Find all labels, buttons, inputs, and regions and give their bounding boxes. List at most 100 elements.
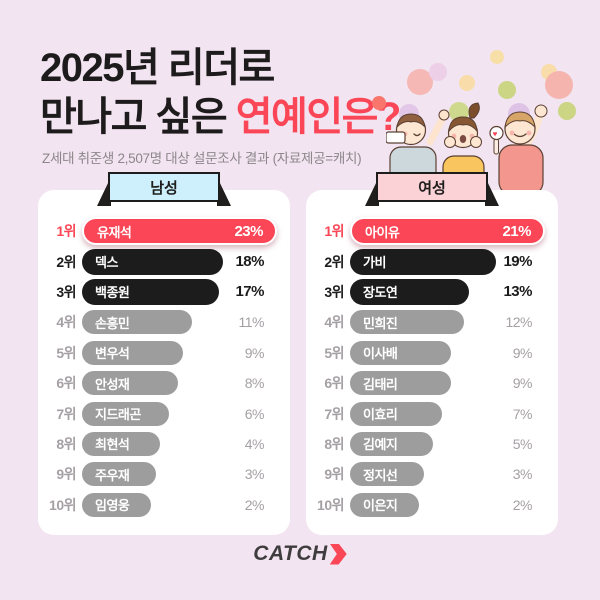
rank-label: 5위 (324, 344, 344, 361)
rank-label: 10위 (49, 496, 76, 513)
ranking-row: 10위 임영웅 2% (38, 490, 290, 520)
celebrity-name: 손흥민 (95, 315, 130, 331)
ranking-bar: 최현석 (82, 431, 160, 456)
rank-label: 5위 (56, 344, 76, 361)
percent-value: 18% (235, 253, 264, 271)
female-group-sign: 여성 (365, 172, 499, 206)
rank-label: 8위 (324, 435, 344, 452)
rank-label: 10위 (317, 496, 344, 513)
ranking-bar: 주우재 (82, 462, 156, 487)
celebrity-name: 아이유 (365, 224, 400, 240)
rank-label: 2위 (324, 253, 344, 270)
percent-value: 5% (512, 435, 533, 452)
ranking-bar: 정지선 (350, 462, 424, 487)
percent-value: 2% (512, 496, 533, 513)
rank-label: 4위 (56, 314, 76, 331)
ranking-bar: 민희진 (350, 310, 464, 335)
celebrity-name: 덱스 (95, 255, 118, 271)
ranking-row: 5위 변우석 9% (38, 338, 290, 368)
male-ranking-list: 1위 유재석 23% 2위 덱스 18% 3위 백종원 17% 4위 손흥민 11% 5위 변우석 9% 6위… (38, 216, 290, 520)
ranking-bar: 김태리 (350, 371, 451, 396)
celebrity-name: 김태리 (363, 376, 398, 392)
catch-logo-text: CATCH (253, 542, 328, 565)
ranking-row: 2위 가비 19% (306, 246, 558, 276)
catch-logo: CATCH (0, 542, 600, 566)
ranking-row: 5위 이사배 9% (306, 338, 558, 368)
rank-label: 3위 (56, 283, 76, 300)
percent-value: 23% (234, 222, 263, 240)
survey-subtitle: Z세대 취준생 2,507명 대상 설문조사 결과 (자료제공=캐치) (42, 151, 362, 166)
catch-arrow-icon (329, 543, 347, 565)
ranking-row: 6위 안성재 8% (38, 368, 290, 398)
ranking-row: 4위 민희진 12% (306, 307, 558, 337)
ranking-bar: 가비 (350, 248, 496, 275)
celebrity-name: 유재석 (97, 224, 132, 240)
ranking-panel-male: 남성 1위 유재석 23% 2위 덱스 18% 3위 백종원 17% 4위 손흥민 11% 5위 변우석 9… (38, 172, 290, 535)
confetti-dot (372, 96, 386, 110)
ranking-row: 2위 덱스 18% (38, 246, 290, 276)
ranking-row: 1위 아이유 21% (306, 216, 558, 246)
title-line2: 만나고 싶은 연예인은? (40, 95, 401, 139)
celebrity-name: 민희진 (363, 315, 398, 331)
svg-text:♥: ♥ (493, 130, 498, 139)
percent-value: 21% (502, 222, 531, 240)
celebrity-name: 안성재 (95, 376, 130, 392)
percent-value: 2% (244, 496, 265, 513)
celebrity-name: 가비 (363, 255, 386, 271)
celebrity-name: 백종원 (95, 285, 130, 301)
percent-value: 3% (512, 466, 533, 483)
heart-lightstick-icon: ♥ (489, 125, 504, 155)
ranking-row: 8위 최현석 4% (38, 429, 290, 459)
rank-label: 3위 (324, 283, 344, 300)
confetti-dot (407, 69, 433, 95)
ranking-bar: 이은지 (350, 492, 419, 517)
confetti-dot (545, 71, 573, 99)
female-sign-label: 여성 (376, 172, 488, 202)
percent-value: 12% (505, 314, 532, 331)
ranking-row: 6위 김태리 9% (306, 368, 558, 398)
ranking-row: 7위 이효리 7% (306, 398, 558, 428)
celebrity-name: 정지선 (363, 467, 398, 483)
ranking-bar: 유재석 23% (82, 217, 277, 246)
percent-value: 9% (244, 344, 265, 361)
male-group-sign: 남성 (97, 172, 231, 206)
ranking-bar: 이사배 (350, 340, 451, 365)
percent-value: 13% (503, 283, 532, 301)
celebrity-name: 장도연 (363, 285, 398, 301)
ranking-row: 10위 이은지 2% (306, 490, 558, 520)
rank-label: 9위 (324, 466, 344, 483)
ranking-row: 3위 백종원 17% (38, 277, 290, 307)
ranking-bar: 백종원 (82, 278, 219, 305)
ranking-panel-female: 여성 1위 아이유 21% 2위 가비 19% 3위 장도연 13% 4위 민희진 12% 5위 이사배 9… (306, 172, 558, 535)
ranking-bar: 아이유 21% (350, 217, 545, 246)
percent-value: 6% (244, 405, 265, 422)
celebrity-name: 임영웅 (95, 498, 130, 514)
rank-label: 7위 (324, 405, 344, 422)
celebrity-name: 주우재 (95, 467, 130, 483)
celebrity-name: 최현석 (95, 437, 130, 453)
ranking-bar: 덱스 (82, 248, 223, 275)
ranking-row: 3위 장도연 13% (306, 277, 558, 307)
percent-value: 11% (238, 314, 265, 331)
rank-label: 2위 (56, 253, 76, 270)
rank-label: 4위 (324, 314, 344, 331)
confetti-dot (429, 63, 447, 81)
rank-label: 7위 (56, 405, 76, 422)
percent-value: 9% (512, 375, 533, 392)
percent-value: 4% (244, 435, 265, 452)
page-title: 2025년 리더로 만나고 싶은 연예인은? (40, 44, 401, 142)
ranking-bar: 장도연 (350, 278, 469, 305)
celebrity-name: 이은지 (363, 498, 398, 514)
percent-value: 17% (235, 283, 264, 301)
ranking-bar: 이효리 (350, 401, 442, 426)
ranking-bar: 김예지 (350, 431, 433, 456)
ranking-row: 4위 손흥민 11% (38, 307, 290, 337)
ranking-bar: 안성재 (82, 371, 178, 396)
male-sign-label: 남성 (108, 172, 220, 202)
rank-label: 6위 (324, 375, 344, 392)
ranking-row: 9위 정지선 3% (306, 459, 558, 489)
celebrity-name: 지드래곤 (95, 407, 141, 423)
confetti-dot (558, 102, 576, 120)
confetti-dot (490, 50, 504, 64)
